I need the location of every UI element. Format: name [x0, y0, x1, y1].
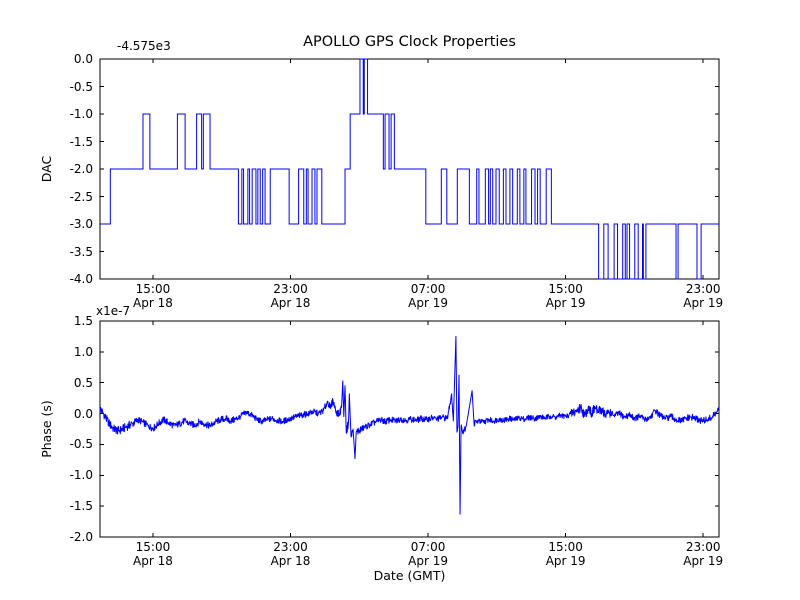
y-tick-label: -1.0: [69, 107, 93, 121]
y-tick-label: -0.5: [69, 79, 93, 94]
x-tick-label: 15:00 Apr 18: [121, 540, 185, 568]
y-tick-label: 1.5: [73, 314, 93, 328]
y-tick-label: -2.5: [69, 189, 93, 204]
x-tick-date: Apr 19: [683, 554, 724, 568]
x-tick-date: Apr 19: [545, 554, 586, 568]
x-tick-time: 15:00: [135, 282, 171, 296]
x-tick-time: 15:00: [135, 540, 171, 554]
y-tick-label: -2.0: [69, 530, 93, 544]
x-tick-label: 23:00 Apr 19: [671, 282, 735, 310]
x-tick-date: Apr 19: [683, 296, 724, 310]
x-tick-label: 23:00 Apr 19: [671, 540, 735, 568]
x-tick-label: 15:00 Apr 19: [534, 540, 598, 568]
x-tick-time: 07:00: [410, 540, 446, 554]
x-tick-time: 23:00: [685, 282, 721, 296]
x-tick-time: 23:00: [273, 282, 308, 296]
x-tick-date: Apr 19: [545, 296, 586, 310]
y-tick-label: -3.5: [69, 244, 93, 259]
y-tick-label: -1.5: [69, 499, 93, 514]
y-tick-label: 0.0: [73, 406, 93, 421]
plot-title: APOLLO GPS Clock Properties: [303, 34, 516, 50]
y-tick-label: 1.0: [73, 344, 93, 359]
x-tick-time: 23:00: [685, 540, 721, 554]
y-tick-label: -1.0: [69, 468, 93, 483]
dac-axis-offset-text: -4.575e3: [117, 39, 171, 53]
x-tick-date: Apr 18: [133, 554, 173, 568]
y-tick-label: -3.0: [69, 217, 93, 231]
x-tick-date: Apr 19: [408, 554, 448, 568]
y-tick-label: -1.5: [69, 134, 93, 149]
x-tick-date: Apr 18: [270, 296, 311, 310]
x-tick-time: 07:00: [410, 282, 446, 296]
x-tick-date: Apr 19: [408, 296, 448, 310]
x-axis-label: Date (GMT): [373, 568, 446, 583]
y-tick-label: 0.5: [73, 375, 93, 390]
x-tick-time: 23:00: [273, 540, 308, 554]
x-tick-time: 15:00: [548, 540, 583, 554]
x-tick-label: 23:00 Apr 18: [259, 540, 323, 568]
x-tick-label: 07:00 Apr 19: [396, 540, 460, 568]
x-tick-date: Apr 18: [133, 296, 173, 310]
x-tick-date: Apr 18: [270, 554, 311, 568]
x-tick-label: 15:00 Apr 19: [534, 282, 598, 310]
y-tick-label: -0.5: [69, 437, 93, 452]
x-tick-time: 15:00: [548, 282, 583, 296]
y-tick-label: -4.0: [69, 272, 93, 286]
phase-axis-scale-text: x1e-7: [96, 304, 131, 318]
y-tick-label: -2.0: [69, 162, 93, 176]
y-tick-label: 0.0: [73, 52, 93, 66]
x-tick-label: 07:00 Apr 19: [396, 282, 460, 310]
x-tick-label: 15:00 Apr 18: [121, 282, 185, 310]
x-tick-label: 23:00 Apr 18: [259, 282, 323, 310]
